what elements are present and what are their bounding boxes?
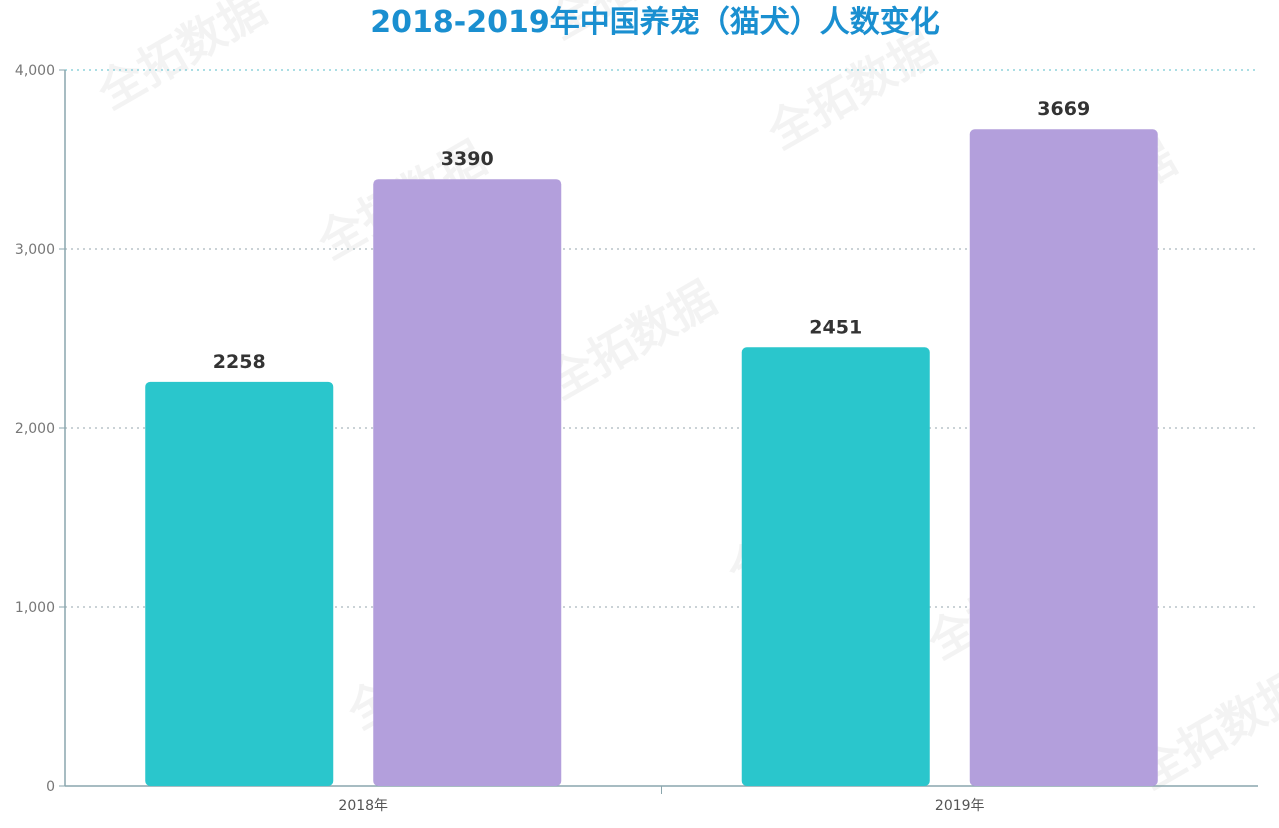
watermark-text: 全拓数据 [758, 21, 945, 160]
bar [969, 129, 1158, 786]
bars [145, 129, 1158, 786]
x-tick-label: 2018年 [338, 798, 388, 814]
data-label: 3390 [441, 148, 494, 170]
data-label: 3669 [1037, 98, 1090, 120]
chart-title: 2018-2019年中国养宠（猫犬）人数变化 [370, 5, 939, 40]
watermark-text: 全拓数据 [538, 271, 725, 410]
bar [373, 179, 562, 786]
y-tick-label: 1,000 [15, 600, 55, 616]
data-labels: 2258 3390 2451 3669 [213, 98, 1090, 373]
y-tick-label: 4,000 [15, 63, 55, 79]
y-tick-label: 3,000 [15, 242, 55, 258]
bar [145, 381, 334, 786]
data-label: 2258 [213, 351, 266, 373]
data-label: 2451 [809, 316, 862, 338]
x-tick-label: 2019年 [935, 798, 985, 814]
bar [741, 347, 930, 786]
y-tick-label: 2,000 [15, 421, 55, 437]
y-axis-ticks: 0 1,000 2,000 3,000 4,000 [15, 63, 65, 795]
watermark-text: 全拓数据 [88, 0, 275, 120]
y-tick-label: 0 [46, 779, 55, 795]
x-axis-ticks: 2018年 2019年 [338, 786, 985, 814]
